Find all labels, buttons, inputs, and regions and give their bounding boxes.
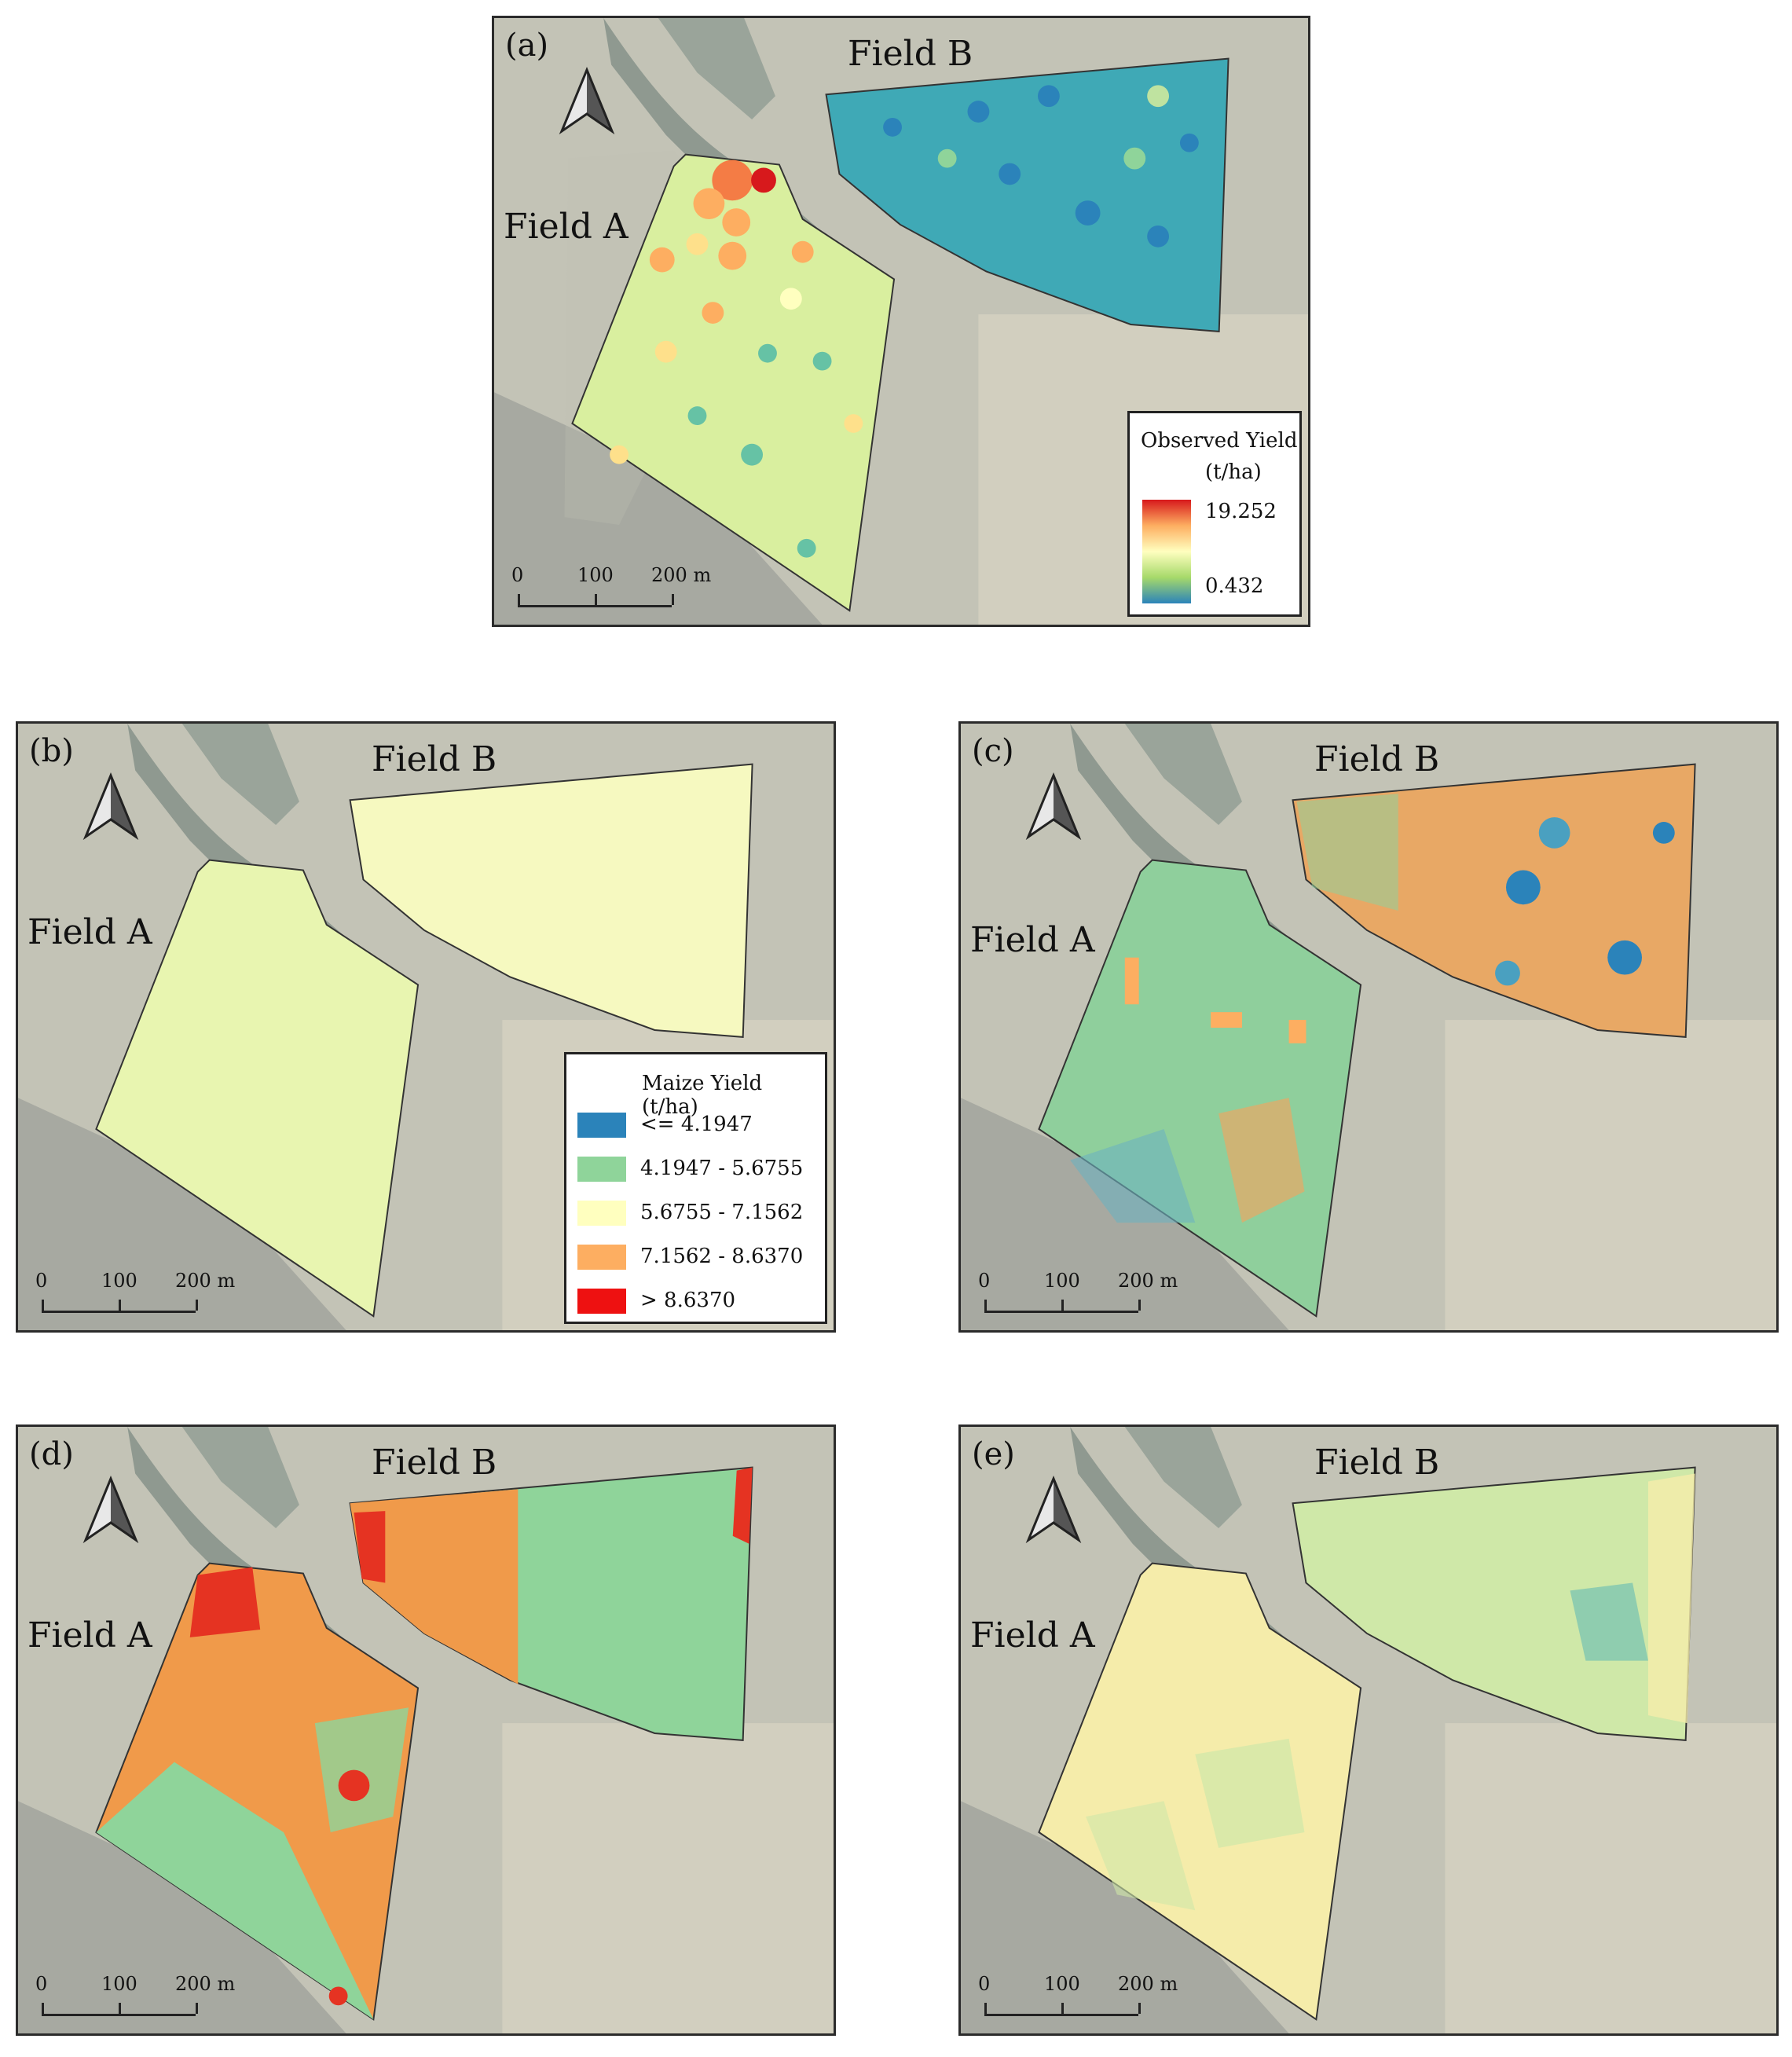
- north-arrow-icon: [1025, 1476, 1082, 1543]
- scale-tick-label: 0: [35, 1270, 48, 1292]
- legend-title: Observed Yield: [1141, 429, 1298, 453]
- legend-unit: (t/ha): [1205, 460, 1262, 484]
- map-panel-b: (b) Field A Field B 0 100 200 m Maize Yi…: [16, 721, 836, 1333]
- legend-swatch: [577, 1157, 626, 1182]
- satellite-basemap: [18, 1427, 834, 2033]
- field-a-polygon: [1038, 1562, 1362, 2021]
- legend-gradient-bar: [1142, 500, 1191, 603]
- map-panel-c: (c) Field A Field B 0 100 200 m: [958, 721, 1779, 1333]
- field-a-label: Field A: [970, 1615, 1095, 1656]
- legend-min-value: 0.432: [1205, 574, 1264, 598]
- legend-class-label: 5.6755 - 7.1562: [640, 1201, 804, 1224]
- legend-class-label: 4.1947 - 5.6755: [640, 1157, 804, 1180]
- scale-bar: 0 100 200 m: [34, 1973, 235, 2028]
- scale-bar: 0 100 200 m: [510, 564, 711, 619]
- scale-tick-label: 100: [577, 564, 614, 586]
- field-a-polygon: [95, 1562, 420, 2021]
- field-a-polygon: [95, 859, 420, 1318]
- legend-class-label: 7.1562 - 8.6370: [640, 1245, 804, 1268]
- legend-class-label: <= 4.1947: [640, 1113, 753, 1136]
- field-a-label: Field A: [27, 912, 152, 952]
- scale-tick-label: 0: [511, 564, 524, 586]
- north-arrow-icon: [1025, 772, 1082, 840]
- scale-tick-label: 100: [101, 1973, 137, 1995]
- scale-tick-label: 0: [978, 1270, 991, 1292]
- panel-label: (b): [29, 733, 74, 769]
- legend-title: Maize Yield (t/ha): [642, 1072, 763, 1119]
- scale-tick-label: 200 m: [651, 564, 712, 586]
- observed-yield-legend: Observed Yield (t/ha) 19.252 0.432: [1127, 411, 1302, 617]
- scale-tick-label: 200 m: [1118, 1270, 1178, 1292]
- scale-bar: 0 100 200 m: [977, 1270, 1178, 1325]
- legend-swatch: [577, 1245, 626, 1270]
- field-a-label: Field A: [504, 207, 628, 247]
- scale-bar: 0 100 200 m: [34, 1270, 235, 1325]
- legend-swatch: [577, 1289, 626, 1314]
- maize-yield-legend: Maize Yield (t/ha) <= 4.1947 4.1947 - 5.…: [564, 1052, 827, 1324]
- legend-swatch: [577, 1201, 626, 1226]
- legend-class-label: > 8.6370: [640, 1289, 736, 1312]
- scale-tick-label: 0: [35, 1973, 48, 1995]
- field-b-label: Field B: [1314, 1443, 1440, 1483]
- field-a-label: Field A: [27, 1615, 152, 1656]
- north-arrow-icon: [559, 67, 615, 134]
- satellite-basemap: [961, 724, 1776, 1330]
- panel-label: (c): [972, 733, 1014, 769]
- north-arrow-icon: [82, 1476, 139, 1543]
- scale-tick-label: 0: [978, 1973, 991, 1995]
- scale-tick-label: 100: [101, 1270, 137, 1292]
- scale-bar: 0 100 200 m: [977, 1973, 1178, 2028]
- legend-swatch: [577, 1113, 626, 1138]
- field-b-label: Field B: [372, 1443, 497, 1483]
- field-b-label: Field B: [848, 34, 973, 74]
- north-arrow-icon: [82, 772, 139, 840]
- map-panel-d: (d) Field A Field B 0 100 200 m: [16, 1424, 836, 2036]
- satellite-basemap: [961, 1427, 1776, 2033]
- field-b-polygon: [349, 763, 753, 1038]
- field-b-polygon: [825, 57, 1229, 332]
- legend-max-value: 19.252: [1205, 500, 1277, 523]
- field-b-label: Field B: [1314, 739, 1440, 779]
- panel-label: (e): [972, 1436, 1015, 1472]
- scale-tick-label: 200 m: [175, 1973, 236, 1995]
- map-panel-a: (a) Field A Field B 0 100 200 m Observed…: [492, 16, 1310, 627]
- field-a-label: Field A: [970, 920, 1095, 960]
- scale-tick-label: 100: [1044, 1270, 1080, 1292]
- field-a-polygon: [571, 153, 896, 612]
- panel-label: (a): [505, 28, 549, 64]
- map-panel-e: (e) Field A Field B 0 100 200 m: [958, 1424, 1779, 2036]
- scale-tick-label: 200 m: [175, 1270, 236, 1292]
- scale-tick-label: 200 m: [1118, 1973, 1178, 1995]
- field-b-label: Field B: [372, 739, 497, 779]
- panel-label: (d): [29, 1436, 74, 1472]
- scale-tick-label: 100: [1044, 1973, 1080, 1995]
